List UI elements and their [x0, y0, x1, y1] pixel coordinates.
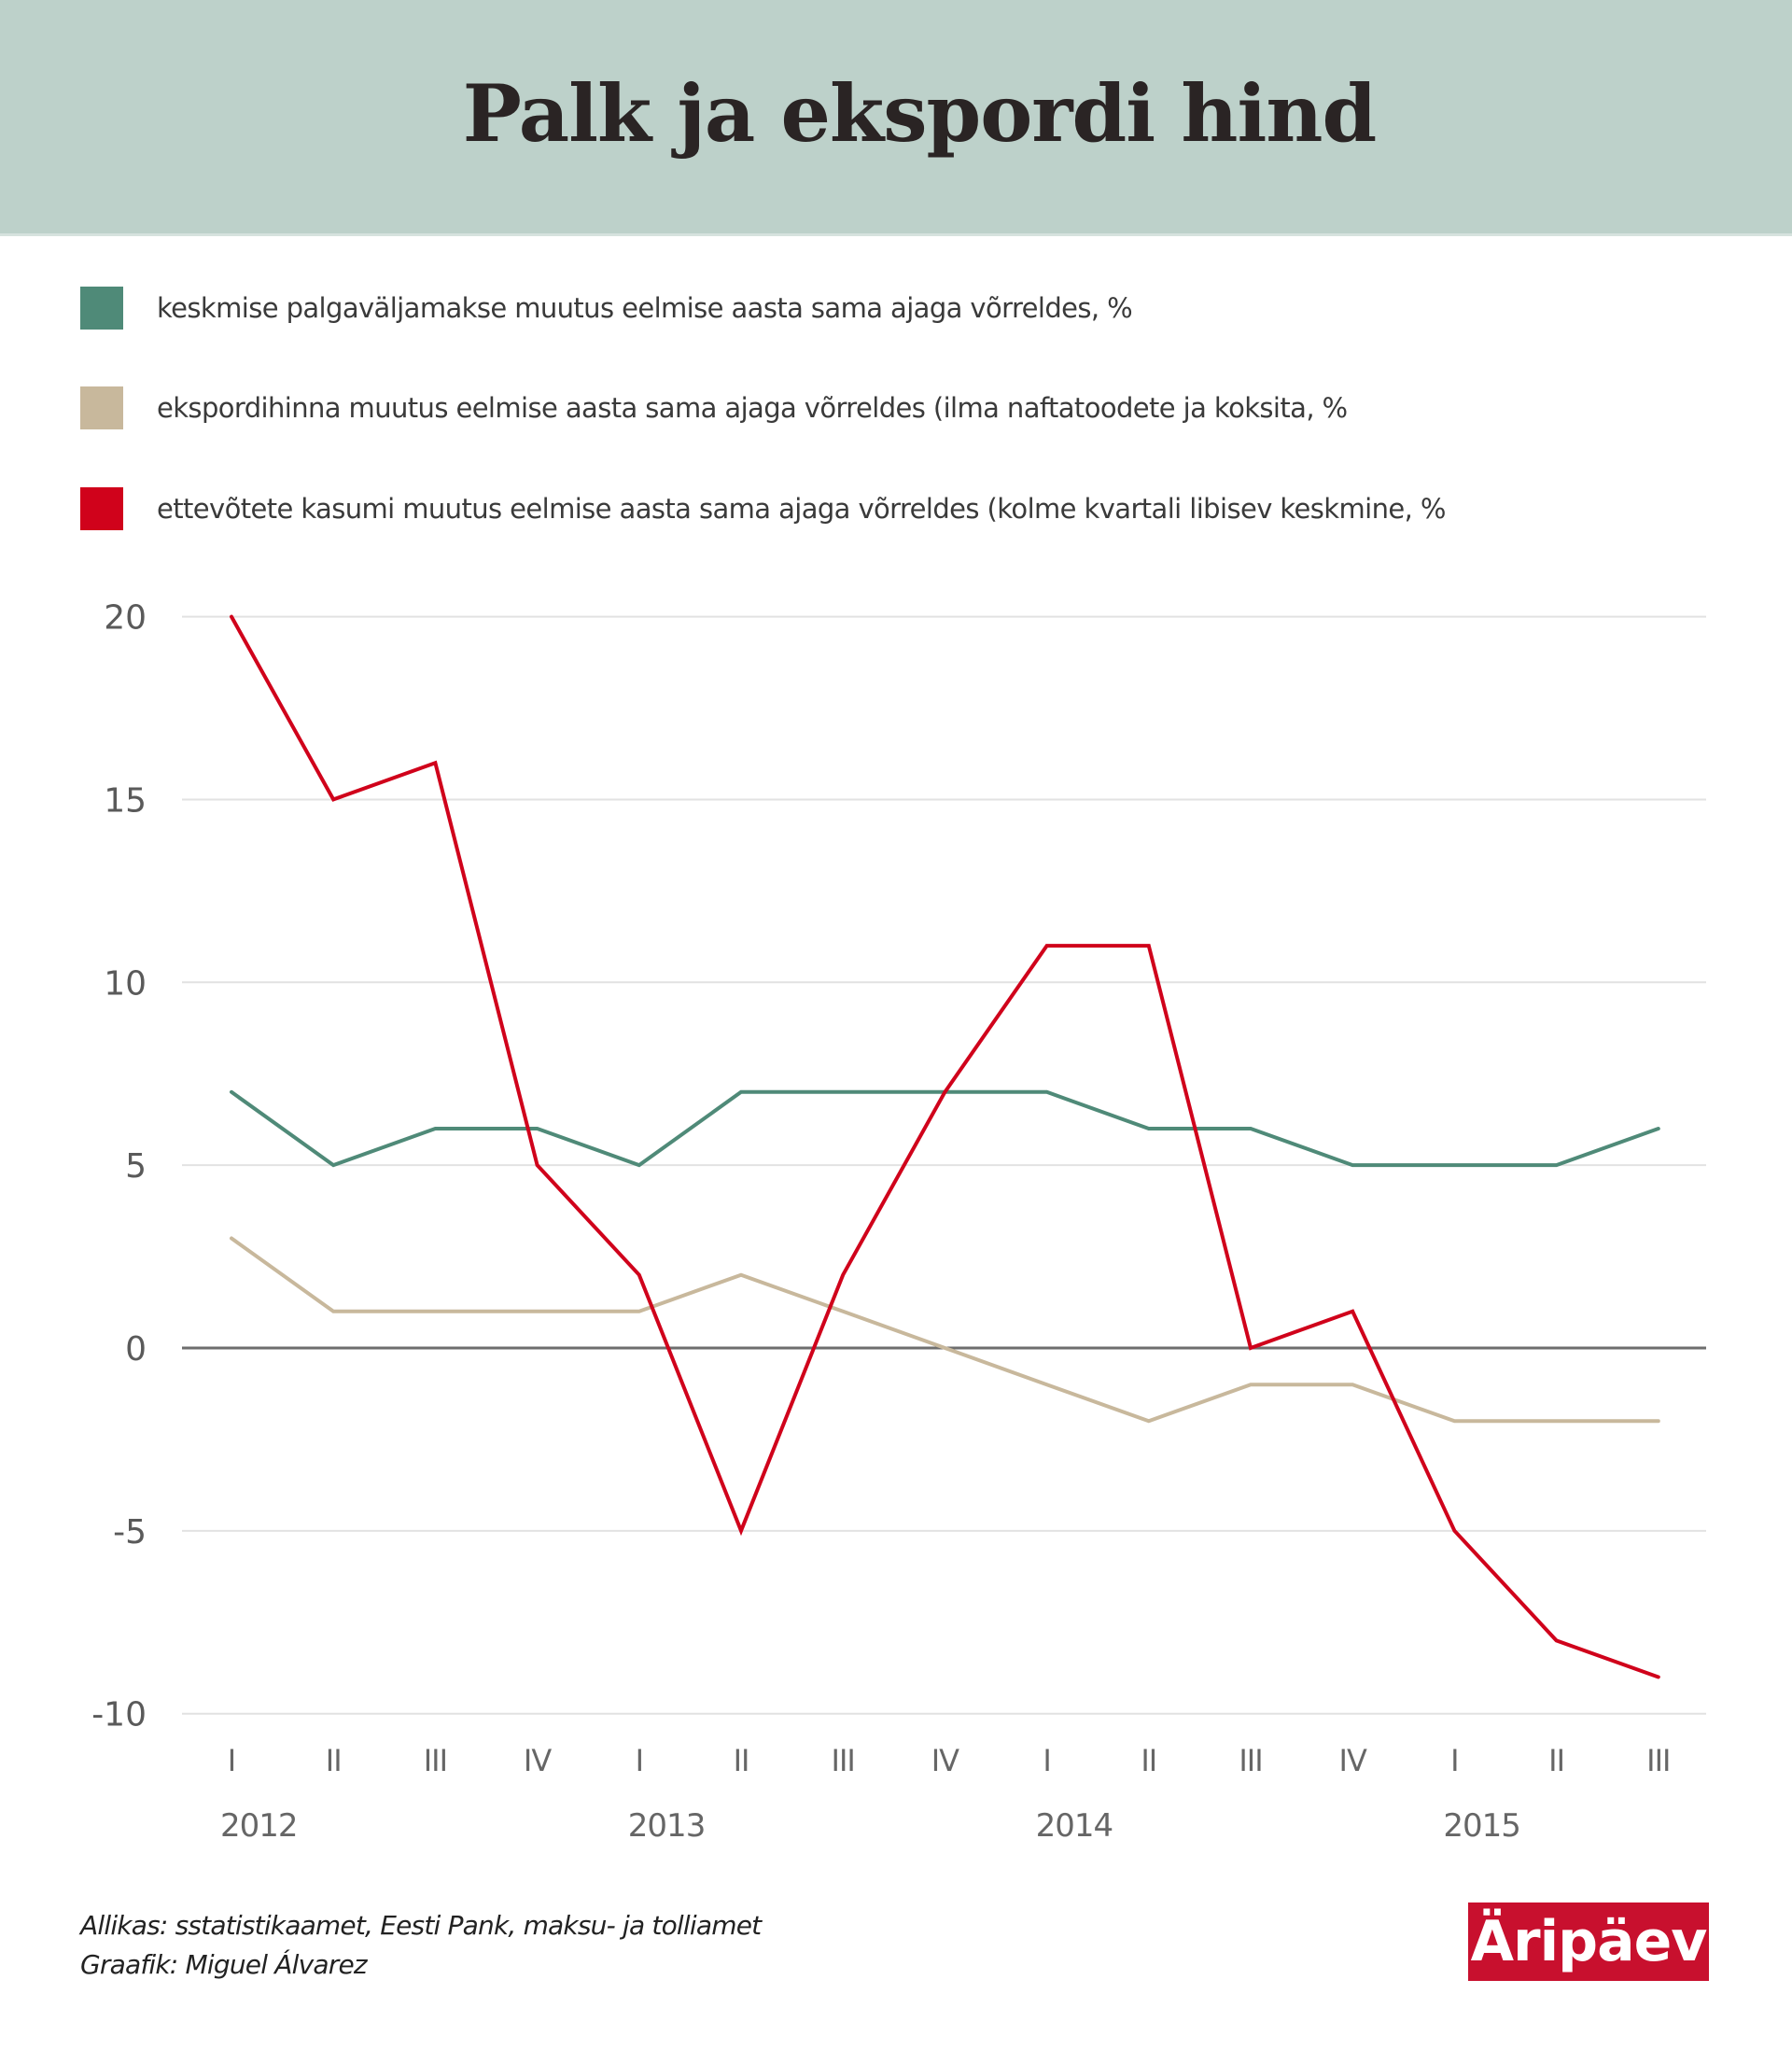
legend-label-profits: ettevõtete kasumi muutus eelmise aasta s…: [157, 493, 1446, 525]
y-tick-label: 10: [104, 964, 147, 1003]
y-tick-label: 5: [125, 1147, 147, 1186]
x-tick-label: IV: [1339, 1743, 1367, 1778]
series-line-profits: [230, 614, 1660, 1679]
legend-swatch-export-price: [80, 386, 123, 429]
x-tick-label: III: [424, 1743, 447, 1778]
legend-item-profits: ettevõtete kasumi muutus eelmise aasta s…: [80, 486, 1446, 531]
logo-text: Äripäev: [1470, 1909, 1708, 1974]
aripaev-logo: Äripäev: [1468, 1903, 1709, 1981]
year-label: 2015: [1443, 1807, 1520, 1845]
year-label: 2013: [628, 1807, 706, 1845]
y-tick-label: 0: [125, 1330, 147, 1369]
x-tick-label: IV: [931, 1743, 959, 1778]
year-label: 2014: [1036, 1807, 1113, 1845]
legend-label-wages: keskmise palgaväljamakse muutus eelmise …: [157, 292, 1133, 324]
legend-swatch-profits: [80, 487, 123, 530]
series-line-wages: [230, 1089, 1660, 1168]
x-tick-label: I: [1043, 1743, 1050, 1778]
year-label: 2012: [220, 1807, 298, 1845]
y-tick-label: 15: [104, 781, 147, 820]
x-tick-label: I: [1450, 1743, 1458, 1778]
legend-item-export-price: ekspordihinna muutus eelmise aasta sama …: [80, 386, 1348, 430]
y-tick-label: -10: [91, 1696, 147, 1734]
x-tick-label: I: [228, 1743, 235, 1778]
x-tick-label: II: [1141, 1743, 1156, 1778]
chart-title: Palk ja ekspordi hind: [462, 67, 1377, 160]
source-note: Allikas: sstatistikaamet, Eesti Pank, ma…: [80, 1910, 762, 1941]
legend-item-wages: keskmise palgaväljamakse muutus eelmise …: [80, 286, 1133, 330]
x-tick-label: IV: [524, 1743, 552, 1778]
x-tick-label: II: [1548, 1743, 1564, 1778]
x-tick-label: III: [1646, 1743, 1670, 1778]
x-tick-label: II: [734, 1743, 749, 1778]
x-tick-label: III: [1239, 1743, 1262, 1778]
x-tick-label: II: [326, 1743, 342, 1778]
y-tick-label: 20: [104, 599, 147, 638]
x-tick-label: I: [636, 1743, 643, 1778]
credit-note: Graafik: Miguel Álvarez: [80, 1949, 368, 1980]
y-tick-label: -5: [113, 1513, 147, 1552]
x-tick-label: III: [832, 1743, 855, 1778]
legend-label-export-price: ekspordihinna muutus eelmise aasta sama …: [157, 392, 1348, 424]
legend-swatch-wages: [80, 287, 123, 330]
header-band: Palk ja ekspordi hind: [0, 0, 1792, 236]
series-line-export-price: [230, 1236, 1660, 1424]
